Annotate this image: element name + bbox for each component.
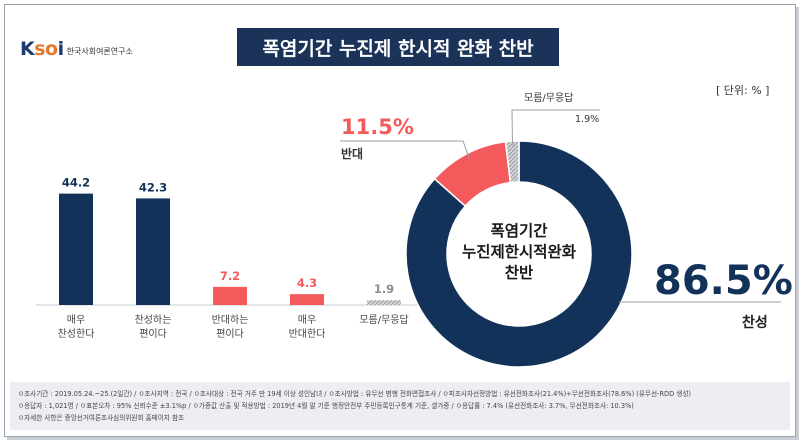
bar-category-label-2: 반대하는 xyxy=(212,313,249,326)
bar-value-label-2: 7.2 xyxy=(220,269,240,283)
donut-slice-0 xyxy=(405,140,633,368)
bar-1 xyxy=(136,198,170,305)
donut-center-label: 찬반 xyxy=(505,264,534,282)
leader-line-2 xyxy=(511,109,600,146)
notes-line-1: ㅇ조사기간 : 2019.05.24.~25.(2일간) / ㅇ조사지역 : 전… xyxy=(18,390,691,398)
bar-category-label-2: 편이다 xyxy=(216,328,244,340)
bar-value-label-0: 44.2 xyxy=(62,176,90,190)
donut-value-label-1: 11.5% xyxy=(341,115,414,139)
bar-4 xyxy=(367,300,401,305)
notes-line-2: ㅇ응답자 : 1,021명 / ㅇ표본오차 : 95% 신뢰수준 ±3.1%p … xyxy=(18,402,634,410)
bar-category-label-1: 편이다 xyxy=(139,328,167,340)
bar-category-label-0: 찬성한다 xyxy=(58,328,95,340)
bar-category-label-4: 모름/무응답 xyxy=(359,314,408,326)
donut-value-label-0: 86.5% xyxy=(654,258,793,304)
notes-line-3: ㅇ자세한 사항은 중앙선거여론조사심의위원회 홈페이지 참조 xyxy=(18,414,185,422)
donut-slice-label-1: 반대 xyxy=(341,146,363,161)
bar-value-label-3: 4.3 xyxy=(297,276,317,290)
bar-category-label-3: 매우 xyxy=(298,314,316,326)
donut-value-label-2: 1.9% xyxy=(575,114,599,125)
logo: Ksoi 한국사회여론연구소 xyxy=(20,38,133,60)
donut-slice-label-0: 찬성 xyxy=(742,314,768,331)
bar-3 xyxy=(290,294,324,305)
bar-category-label-0: 매우 xyxy=(67,314,85,326)
survey-notes: ㅇ조사기간 : 2019.05.24.~25.(2일간) / ㅇ조사지역 : 전… xyxy=(10,382,790,430)
bar-value-label-4: 1.9 xyxy=(374,282,394,296)
donut-slice-label-2: 모름/무응답 xyxy=(524,92,573,104)
donut-center-label: 폭염기간 xyxy=(490,222,548,240)
donut-center-label: 누진제한시적완화 xyxy=(462,242,577,261)
logo-name: 한국사회여론연구소 xyxy=(66,47,133,56)
bar-2 xyxy=(213,286,247,305)
leader-line-1 xyxy=(340,140,470,160)
unit-label: [ 단위: % ] xyxy=(716,84,770,97)
page-title: 폭염기간 누진제 한시적 완화 찬반 xyxy=(237,28,559,66)
bar-category-label-1: 찬성하는 xyxy=(135,313,172,326)
bar-category-label-3: 반대한다 xyxy=(289,328,326,340)
logo-mark: Ksoi xyxy=(20,38,64,60)
bar-value-label-1: 42.3 xyxy=(139,180,167,194)
donut-slice-2 xyxy=(504,140,520,184)
bar-0 xyxy=(59,193,93,305)
